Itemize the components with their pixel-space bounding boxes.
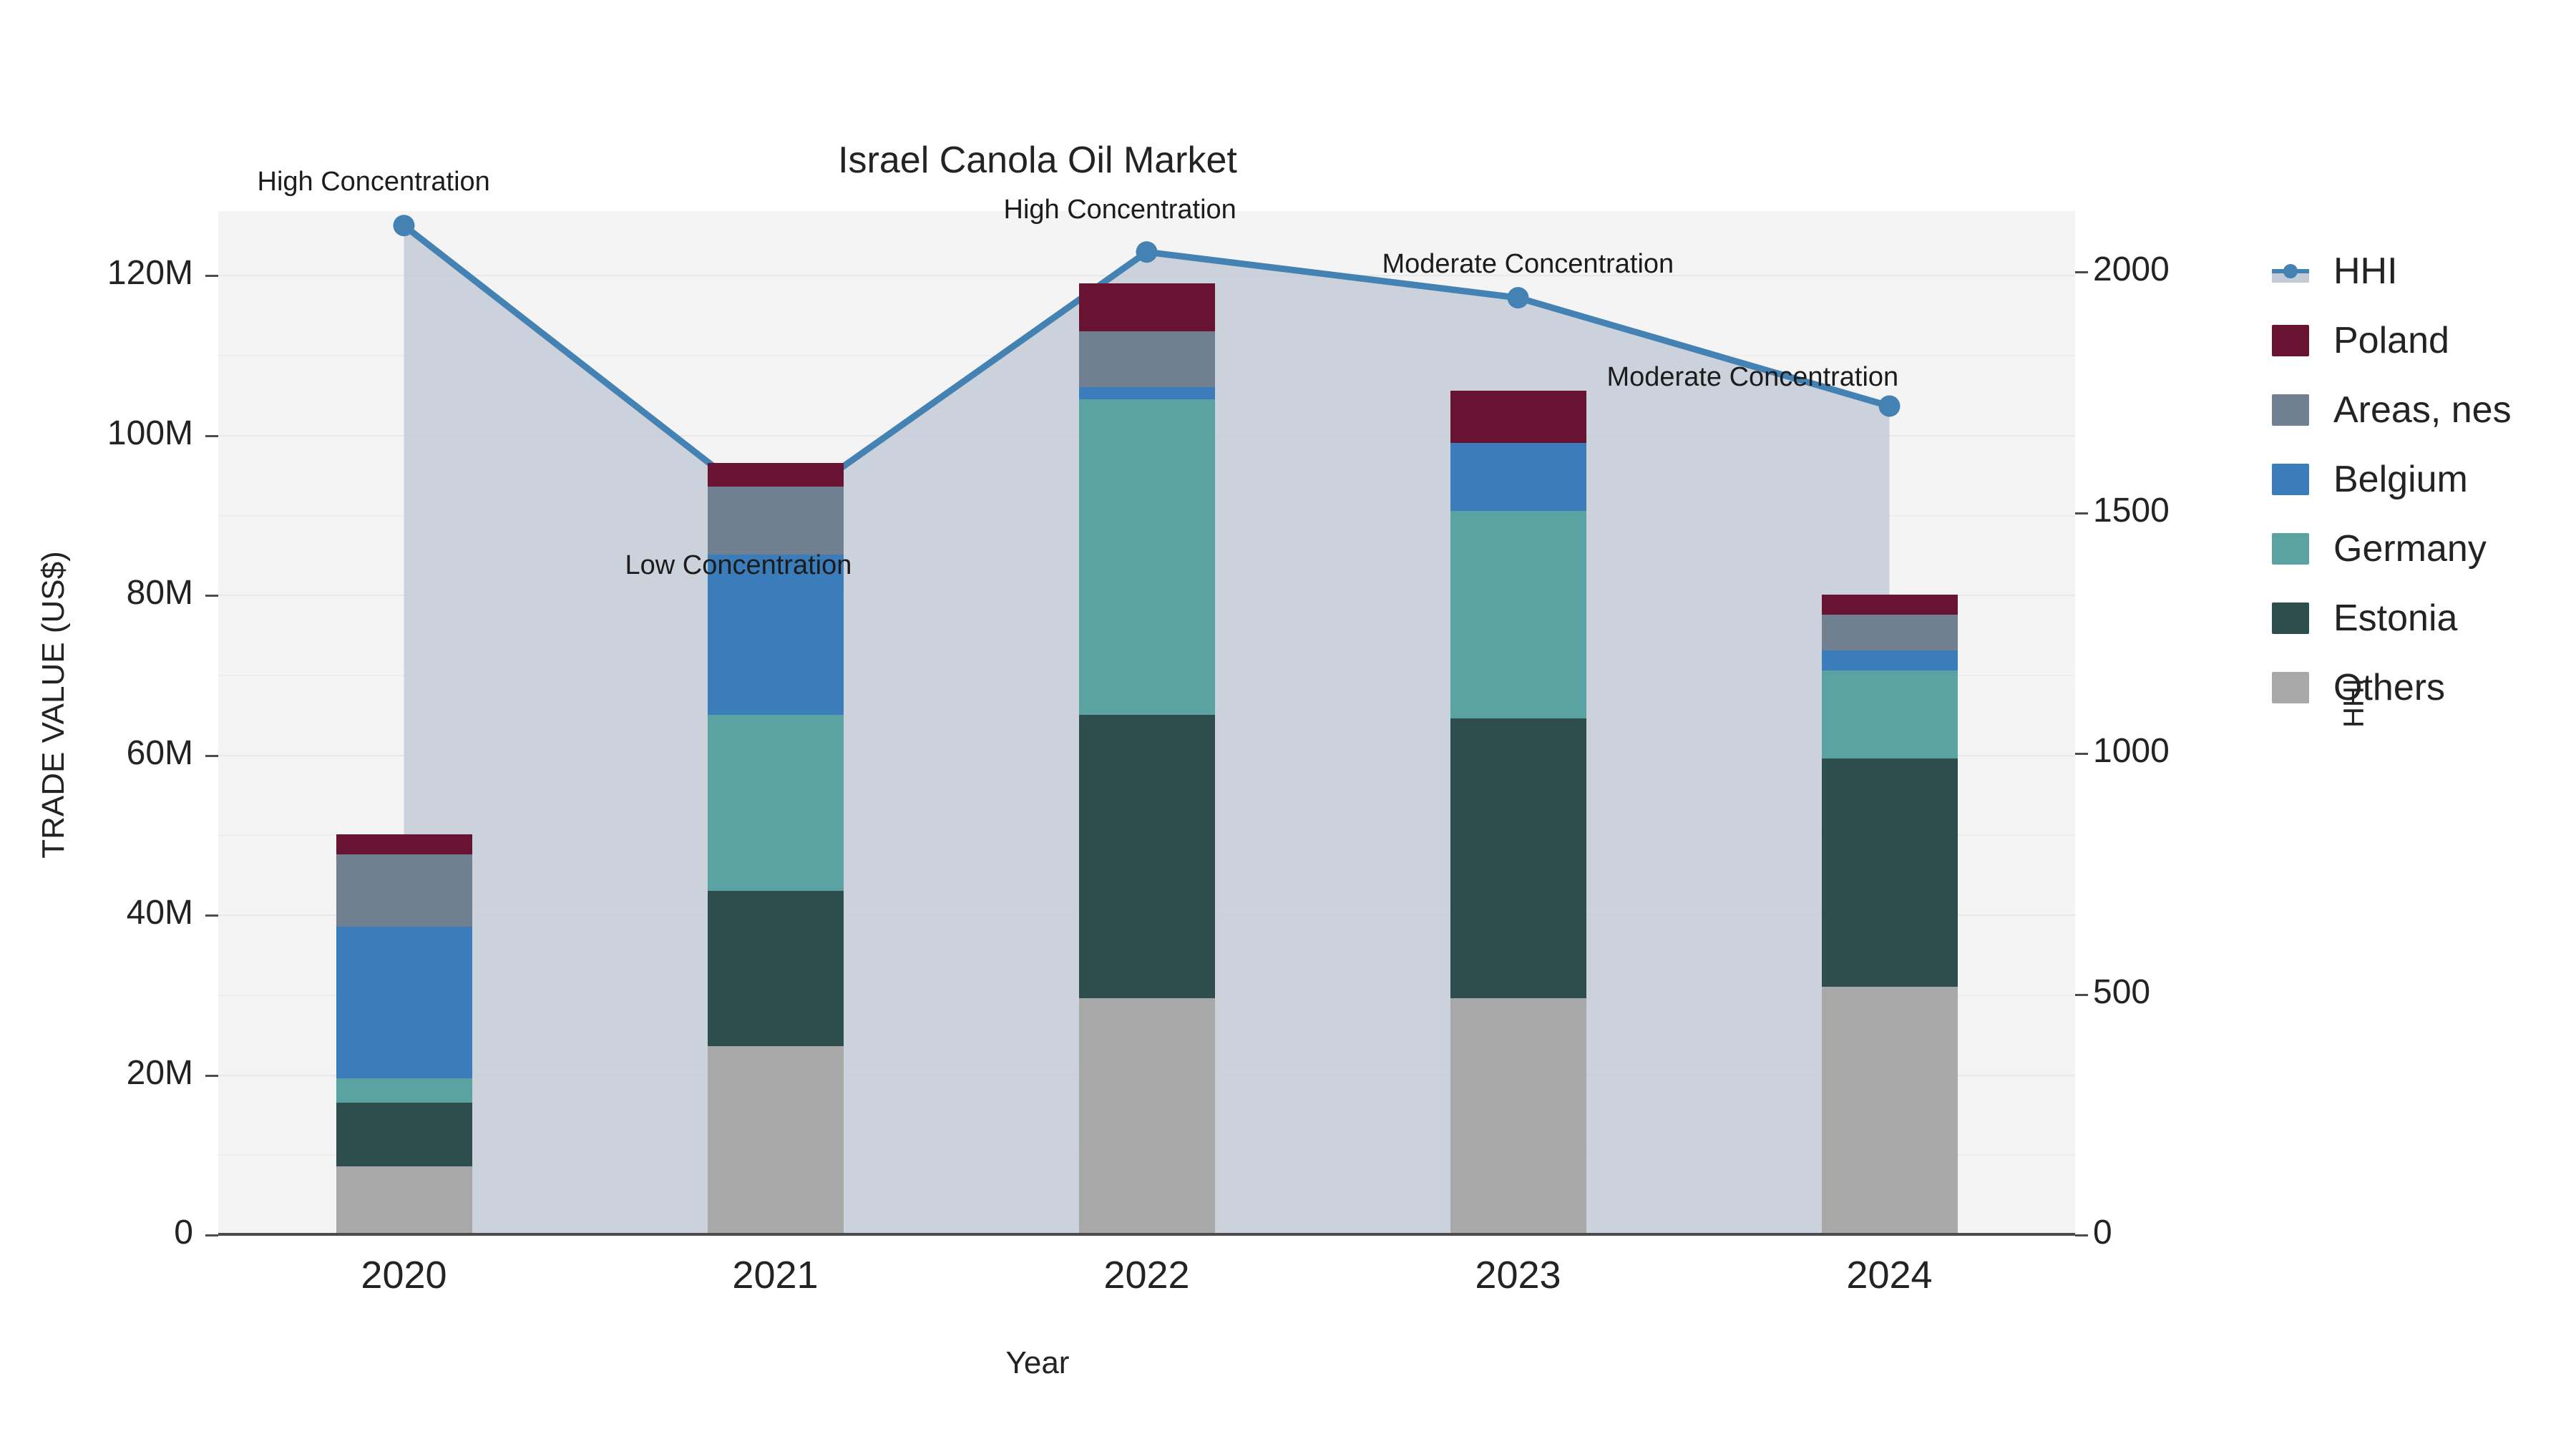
bar-segment-areas-nes-2024[interactable] bbox=[1821, 615, 1958, 651]
bar-segment-poland-2020[interactable] bbox=[336, 834, 472, 855]
y-axis-left-tick-label: 40M bbox=[126, 894, 193, 932]
y-axis-left-tick-mark bbox=[205, 914, 218, 917]
bar-segment-poland-2023[interactable] bbox=[1450, 391, 1586, 443]
bar-segment-estonia-2022[interactable] bbox=[1078, 714, 1215, 999]
bar-segment-belgium-2024[interactable] bbox=[1821, 650, 1958, 671]
y-axis-left-tick-mark bbox=[205, 434, 218, 437]
legend-item-poland[interactable]: Poland bbox=[2272, 306, 2572, 375]
y-axis-right-tick-label: 1500 bbox=[2093, 491, 2170, 530]
y-axis-left-tick-label: 120M bbox=[107, 254, 193, 293]
annotation-2022: High Concentration bbox=[1003, 195, 1236, 225]
bar-segment-others-2024[interactable] bbox=[1821, 986, 1958, 1234]
x-axis-tick-2023: 2023 bbox=[1475, 1254, 1561, 1297]
bar-segment-germany-2021[interactable] bbox=[707, 714, 844, 891]
bar-segment-poland-2022[interactable] bbox=[1078, 283, 1215, 331]
y-axis-right-tick-label: 1000 bbox=[2093, 732, 2170, 771]
x-axis-tick-2021: 2021 bbox=[732, 1254, 819, 1297]
legend-line-icon bbox=[2272, 255, 2309, 287]
y-axis-left-tick-mark bbox=[205, 1234, 218, 1236]
hhi-marker-2023 bbox=[1507, 287, 1529, 309]
y-axis-left-tick-label: 60M bbox=[126, 733, 193, 772]
bar-segment-estonia-2020[interactable] bbox=[336, 1102, 472, 1167]
annotation-2021: Low Concentration bbox=[625, 550, 852, 580]
x-axis-tick-2022: 2022 bbox=[1103, 1254, 1190, 1297]
legend-swatch-icon bbox=[2272, 394, 2309, 426]
legend-swatch-icon bbox=[2272, 532, 2309, 565]
y-axis-left-tick-mark bbox=[205, 275, 218, 278]
legend-item-label: Areas, nes bbox=[2333, 389, 2512, 431]
y-axis-right-tick-label: 500 bbox=[2093, 972, 2151, 1011]
legend: HHI Poland Areas, nes Belgium Germany Estonia… bbox=[2272, 236, 2572, 722]
bar-group-2021[interactable] bbox=[707, 211, 844, 1234]
bar-segment-areas-nes-2022[interactable] bbox=[1078, 331, 1215, 387]
y-axis-left-tick-mark bbox=[205, 595, 218, 597]
bar-segment-germany-2024[interactable] bbox=[1821, 670, 1958, 759]
bar-group-2020[interactable] bbox=[336, 211, 472, 1234]
hhi-marker-2022 bbox=[1136, 241, 1158, 263]
bar-segment-estonia-2021[interactable] bbox=[707, 890, 844, 1047]
legend-item-hhi[interactable]: HHI bbox=[2272, 236, 2572, 306]
y-axis-right-tick-mark bbox=[2075, 993, 2088, 996]
x-axis-tick-2020: 2020 bbox=[361, 1254, 447, 1297]
legend-item-label: Estonia bbox=[2333, 597, 2458, 639]
y-axis-left-tick-label: 20M bbox=[126, 1053, 193, 1092]
bar-segment-others-2023[interactable] bbox=[1450, 998, 1586, 1234]
bar-segment-others-2021[interactable] bbox=[707, 1046, 844, 1234]
y-axis-left-title: TRADE VALUE (US$) bbox=[36, 551, 71, 859]
bar-segment-belgium-2020[interactable] bbox=[336, 926, 472, 1079]
legend-item-label: HHI bbox=[2333, 250, 2398, 292]
bar-segment-areas-nes-2020[interactable] bbox=[336, 854, 472, 927]
legend-item-label: Germany bbox=[2333, 527, 2487, 570]
y-axis-right-tick-mark bbox=[2075, 271, 2088, 274]
y-axis-right-tick-mark bbox=[2075, 753, 2088, 756]
legend-swatch-icon bbox=[2272, 324, 2309, 356]
legend-swatch-icon bbox=[2272, 671, 2309, 703]
bar-segment-estonia-2023[interactable] bbox=[1450, 718, 1586, 999]
y-axis-right-tick-label: 0 bbox=[2093, 1214, 2112, 1252]
legend-item-areas-nes[interactable]: Areas, nes bbox=[2272, 375, 2572, 444]
bar-group-2022[interactable] bbox=[1078, 211, 1215, 1234]
bar-segment-germany-2023[interactable] bbox=[1450, 510, 1586, 719]
x-axis-tick-2024: 2024 bbox=[1846, 1254, 1933, 1297]
title-line-1: Israel Canola Oil Market bbox=[838, 140, 1237, 181]
legend-item-germany[interactable]: Germany bbox=[2272, 514, 2572, 583]
annotation-2023: Moderate Concentration bbox=[1382, 249, 1674, 280]
plot-area: High Concentration Low Concentration High … bbox=[218, 167, 2075, 1235]
bar-segment-poland-2021[interactable] bbox=[707, 462, 844, 487]
legend-item-belgium[interactable]: Belgium bbox=[2272, 444, 2572, 514]
bar-segment-areas-nes-2021[interactable] bbox=[707, 487, 844, 555]
y-axis-left-tick-mark bbox=[205, 754, 218, 757]
bar-segment-others-2020[interactable] bbox=[336, 1166, 472, 1234]
x-axis-line bbox=[218, 1233, 2075, 1236]
legend-item-estonia[interactable]: Estonia bbox=[2272, 583, 2572, 653]
hhi-marker-2020 bbox=[393, 215, 415, 237]
bar-segment-germany-2020[interactable] bbox=[336, 1078, 472, 1103]
bar-segment-belgium-2021[interactable] bbox=[707, 555, 844, 715]
hhi-marker-2024 bbox=[1878, 395, 1901, 417]
bar-segment-estonia-2024[interactable] bbox=[1821, 758, 1958, 987]
y-axis-right-tick-mark bbox=[2075, 512, 2088, 514]
bar-segment-others-2022[interactable] bbox=[1078, 998, 1215, 1234]
y-axis-left-tick-label: 80M bbox=[126, 574, 193, 613]
legend-swatch-icon bbox=[2272, 602, 2309, 634]
annotation-2024: Moderate Concentration bbox=[1606, 361, 1899, 392]
bar-segment-belgium-2022[interactable] bbox=[1078, 386, 1215, 399]
y-axis-right-tick-mark bbox=[2075, 1234, 2088, 1236]
x-axis-title: Year bbox=[1005, 1345, 1070, 1380]
bar-segment-germany-2022[interactable] bbox=[1078, 399, 1215, 715]
legend-item-label: Others bbox=[2333, 666, 2446, 708]
legend-item-others[interactable]: Others bbox=[2272, 653, 2572, 722]
annotation-2020: High Concentration bbox=[257, 167, 490, 197]
y-axis-left-tick-label: 100M bbox=[107, 414, 193, 452]
legend-item-label: Belgium bbox=[2333, 458, 2468, 500]
y-axis-left-tick-label: 0 bbox=[174, 1214, 193, 1252]
bar-group-2024[interactable] bbox=[1821, 211, 1958, 1234]
bar-segment-belgium-2023[interactable] bbox=[1450, 443, 1586, 511]
bar-segment-poland-2024[interactable] bbox=[1821, 595, 1958, 615]
legend-swatch-icon bbox=[2272, 463, 2309, 495]
legend-item-label: Poland bbox=[2333, 319, 2449, 361]
y-axis-right-tick-label: 2000 bbox=[2093, 250, 2170, 289]
bar-group-2023[interactable] bbox=[1450, 211, 1586, 1234]
y-axis-left-tick-mark bbox=[205, 1074, 218, 1077]
